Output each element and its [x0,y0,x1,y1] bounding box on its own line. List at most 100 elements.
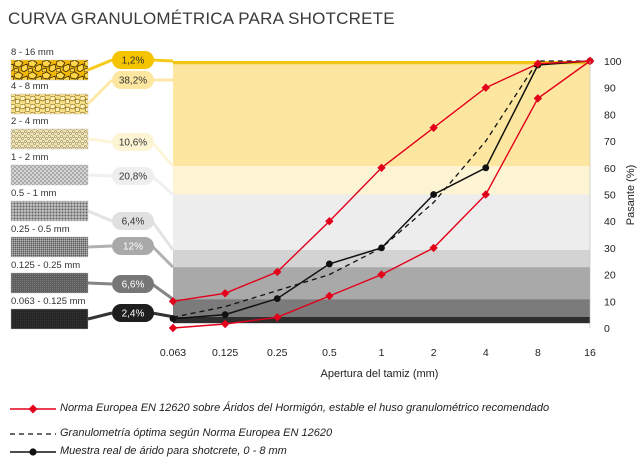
fraction-percent-badge [112,212,154,230]
legend-label-optima: Granulometría óptima según Norma Europea… [60,427,333,439]
series-point-norma-upper [168,297,178,306]
fraction-connector [86,78,114,106]
fraction-range-label: 0.25 - 0.5 mm [11,224,70,235]
legend-label-norma: Norma Europea EN 12620 sobre Áridos del … [60,402,550,414]
x-tick-label: 0.063 [160,347,186,359]
y-tick-label: 90 [604,83,616,95]
fraction-swatch [10,308,89,330]
series-point-norma-lower [481,190,490,199]
fraction-connector [150,220,175,251]
fraction-percent-label: 6,4% [122,217,145,228]
y-tick-label: 40 [604,216,616,228]
series-point-norma-lower [220,319,230,329]
fraction-range-label: 1 - 2 mm [11,152,49,163]
fraction-band [173,250,590,268]
series-point-muestra [221,311,229,319]
fraction-connector [87,281,113,286]
fraction-range-label: 0.125 - 0.25 mm [11,260,80,271]
fraction-percent-label: 1,2% [122,56,145,67]
x-tick-label: 16 [584,347,596,359]
fraction-legend-panel: 8 - 16 mm 1,2% 4 - 8 mm 38,2% 2 - 4 mm 10,6% 1… [10,47,175,330]
series-point-norma-upper [481,83,490,92]
y-tick-label: 0 [604,323,610,335]
series-point-muestra [273,295,281,303]
x-axis-label: Apertura del tamiz (mm) [321,368,439,380]
fraction-connector [150,244,175,269]
chart-title: CURVA GRANULOMÉTRICA PARA SHOTCRETE [8,9,395,28]
series-point-muestra [482,164,490,172]
y-tick-label: 30 [604,243,616,255]
series-point-norma-lower [533,94,543,103]
fraction-percent-label: 38,2% [119,76,147,87]
x-tick-label: 0.125 [212,347,238,359]
x-tick-label: 0.5 [322,347,337,359]
fraction-percent-label: 10,6% [119,138,147,149]
fraction-range-label: 2 - 4 mm [11,116,49,127]
series-point-norma-lower [377,270,386,279]
fraction-band [173,194,590,251]
series-point-muestra [169,315,177,323]
fraction-connector [151,282,174,301]
fraction-percent-badge [112,304,154,322]
y-axis-label: Pasante (%) [625,165,637,226]
series-point-muestra [325,260,333,268]
fraction-range-label: 0.063 - 0.125 mm [11,296,86,307]
y-tick-label: 20 [604,270,616,282]
fraction-range-label: 8 - 16 mm [11,47,54,58]
y-tick-label: 80 [604,109,616,121]
fraction-swatch [10,164,89,186]
chart-axes: 0 10 20 30 40 50 60 70 80 90 100 0.063 0.125 0.25 0.5 1… [160,56,637,380]
fraction-connector [151,311,174,319]
y-tick-label: 10 [604,296,616,308]
fraction-swatch [10,59,89,81]
y-tick-label: 60 [604,163,616,175]
fraction-range-label: 0.5 - 1 mm [11,188,56,199]
fraction-percent-badge [112,133,154,151]
fraction-percent-badge [112,71,154,89]
series-point-norma-lower [273,313,282,322]
fraction-percent-badge [112,51,154,69]
fraction-connector [150,141,175,168]
fraction-connector [87,173,113,178]
granulometric-chart: 8 - 16 mm 1,2% 4 - 8 mm 38,2% 2 - 4 mm 10,6% 1… [10,47,637,380]
legend-marker-norma [10,404,56,414]
x-tick-label: 4 [483,347,489,359]
x-tick-label: 2 [431,347,437,359]
fraction-band [173,299,590,317]
series-point-muestra [430,191,438,198]
series-point-norma-upper [377,163,386,172]
fraction-connector [87,58,113,72]
legend-marker-optima [10,433,56,435]
fraction-connector [151,58,174,63]
series-point-norma-upper [325,217,334,226]
fraction-connector [87,244,113,249]
fraction-percent-label: 2,4% [122,309,145,320]
fraction-swatch [10,93,89,115]
fraction-band [173,316,590,324]
series-point-norma-upper [220,289,230,298]
series-point-norma-upper [429,123,438,132]
series-point-norma-lower [429,243,438,253]
fraction-bands [173,61,590,324]
fraction-connector [87,311,113,321]
x-tick-label: 0.25 [267,347,288,359]
fraction-percent-label: 6,6% [122,280,145,291]
y-tick-label: 100 [604,56,622,68]
fraction-swatch [10,236,89,258]
fraction-percent-label: 20,8% [119,172,147,183]
fraction-connector [151,174,174,196]
series-point-norma-upper [533,59,543,68]
fraction-swatch [10,128,89,150]
fraction-percent-badge [112,167,154,185]
fraction-percent-badge [112,237,154,255]
y-tick-label: 70 [604,136,616,148]
fraction-connector [87,209,113,223]
series-point-norma-lower [168,323,178,333]
fraction-band [173,64,590,167]
y-tick-label: 50 [604,190,616,202]
fraction-range-label: 4 - 8 mm [11,81,49,92]
series-point-muestra [378,244,385,252]
fraction-percent-label: 12% [123,242,143,253]
series-point-norma-upper [273,267,282,277]
x-tick-label: 8 [535,347,541,359]
